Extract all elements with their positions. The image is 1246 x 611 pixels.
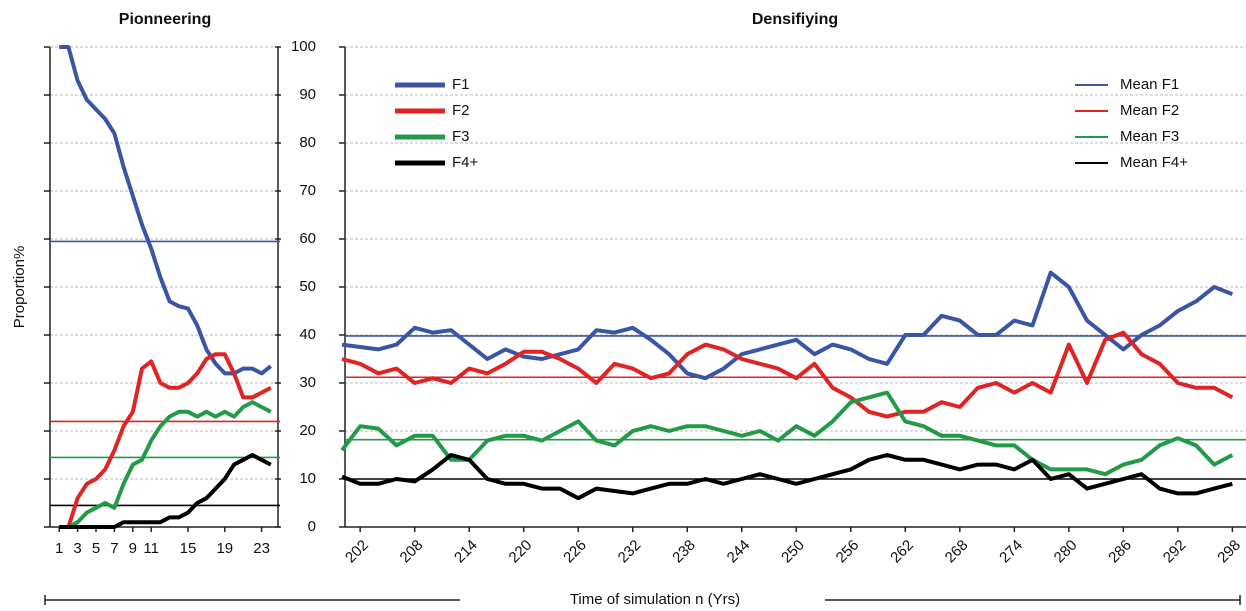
- x-tick-label: 9: [129, 540, 137, 557]
- x-tick-label: 15: [180, 540, 197, 557]
- series-line: [59, 453, 272, 529]
- x-tick-label: 262: [887, 537, 917, 567]
- y-tick-label: 70: [299, 182, 316, 199]
- y-tick-label: 100: [291, 38, 316, 55]
- series-line: [341, 453, 1233, 501]
- legend-label: Mean F3: [1120, 128, 1179, 145]
- x-tick-label: 208: [397, 537, 427, 567]
- series-line: [59, 352, 272, 529]
- y-tick-label: 0: [308, 518, 316, 535]
- legend-label: F2: [452, 102, 470, 119]
- y-tick-label: 40: [299, 326, 316, 343]
- x-tick-label: 202: [342, 537, 372, 567]
- y-tick-label: 20: [299, 422, 316, 439]
- legend-label: F3: [452, 128, 470, 145]
- x-tick-label: 214: [451, 537, 481, 567]
- x-tick-label: 226: [560, 537, 590, 567]
- x-tick-label: 274: [996, 537, 1026, 567]
- chart-title: Densifiying: [752, 11, 838, 28]
- y-tick-label: 90: [299, 86, 316, 103]
- legend-label: F4+: [452, 154, 479, 171]
- series-line: [341, 330, 1234, 419]
- legend-label: Mean F2: [1120, 102, 1179, 119]
- y-axis-label: Proportion%: [11, 246, 28, 329]
- x-tick-label: 280: [1051, 537, 1081, 567]
- x-tick-label: 3: [73, 540, 81, 557]
- legend-label: Mean F1: [1120, 76, 1179, 93]
- x-tick-label: 7: [110, 540, 118, 557]
- y-tick-label: 50: [299, 278, 316, 295]
- x-tick-label: 232: [615, 537, 645, 567]
- y-tick-label: 30: [299, 374, 316, 391]
- x-tick-label: 1: [55, 540, 63, 557]
- x-tick-label: 292: [1160, 537, 1190, 567]
- x-tick-label: 244: [724, 537, 754, 567]
- series-line: [341, 270, 1234, 381]
- x-tick-label: 5: [92, 540, 100, 557]
- y-tick-label: 80: [299, 134, 316, 151]
- x-axis-label: Time of simulation n (Yrs): [570, 591, 740, 608]
- x-tick-label: 220: [506, 537, 536, 567]
- chart-title: Pionneering: [119, 11, 211, 28]
- x-tick-label: 238: [669, 537, 699, 567]
- y-tick-label: 10: [299, 470, 316, 487]
- legend-label: Mean F4+: [1120, 154, 1188, 171]
- x-label-bracket: [44, 595, 1241, 605]
- x-tick-label: 250: [778, 537, 808, 567]
- x-tick-label: 268: [942, 537, 972, 567]
- x-tick-label: 256: [833, 537, 863, 567]
- y-tick-label: 60: [299, 230, 316, 247]
- x-tick-label: 286: [1105, 537, 1135, 567]
- series-line: [59, 400, 272, 529]
- x-tick-label: 298: [1214, 537, 1244, 567]
- series-line: [340, 390, 1234, 477]
- x-tick-label: 11: [143, 540, 159, 557]
- x-tick-label: 23: [253, 540, 270, 557]
- legend-label: F1: [452, 76, 470, 93]
- series-line: [59, 45, 273, 376]
- x-tick-label: 19: [216, 540, 233, 557]
